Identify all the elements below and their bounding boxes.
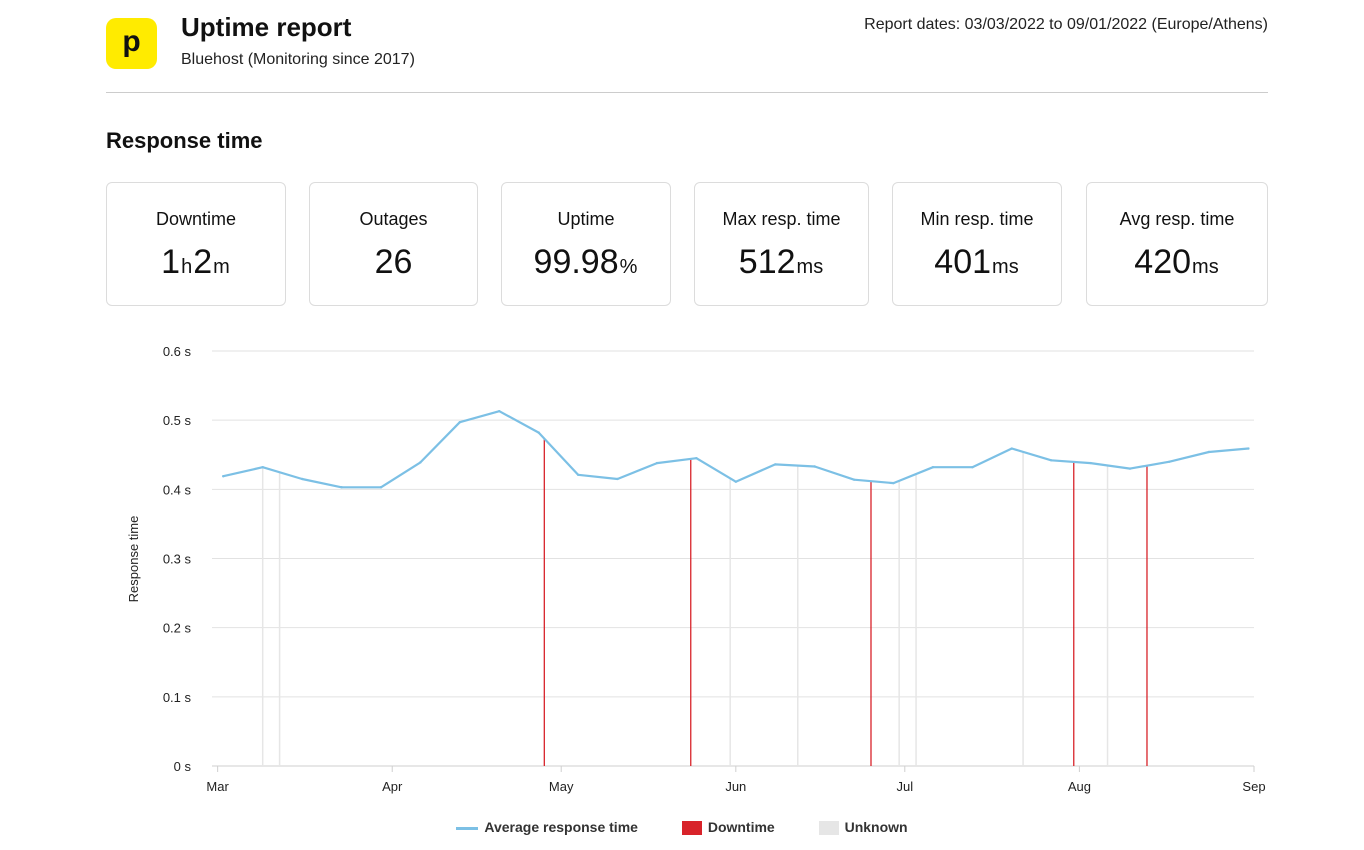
report-title: Uptime report	[181, 12, 352, 42]
logo-glyph: p	[122, 25, 141, 58]
stat-unit: ms	[796, 256, 824, 278]
stat-label: Uptime	[557, 209, 615, 229]
y-tick-label: 0.1 s	[163, 690, 192, 705]
legend-label: Downtime	[707, 819, 775, 836]
stat-label: Max resp. time	[722, 209, 841, 229]
y-axis-label: Response time	[126, 516, 141, 603]
legend-swatch-unknown	[818, 821, 839, 836]
y-tick-label: 0 s	[174, 759, 192, 774]
stat-number: 26	[374, 243, 413, 281]
stat-value: 26	[310, 243, 477, 282]
data-point	[1168, 460, 1171, 463]
series-layer	[222, 409, 1250, 489]
stat-card-outages: Outages 26	[309, 182, 478, 306]
response-time-chart: 0 s 0.1 s 0.2 s 0.3 s 0.4 s 0.5 s 0.6 s Mar Apr M…	[126, 344, 1266, 794]
stat-unit: ms	[992, 256, 1019, 278]
header-divider	[106, 92, 1268, 93]
stat-number: 99.98	[533, 243, 619, 281]
data-point	[458, 421, 462, 424]
y-tick-label: 0.2 s	[163, 621, 192, 636]
report-subtitle: Bluehost (Monitoring since 2017)	[181, 51, 415, 68]
data-point	[931, 466, 935, 469]
data-point	[695, 457, 698, 460]
x-tick-label: May	[549, 779, 574, 794]
legend-item-unknown[interactable]: Unknown	[818, 819, 908, 836]
data-point	[300, 477, 304, 481]
data-point	[261, 466, 264, 469]
data-point	[1247, 447, 1250, 450]
stat-unit: h	[181, 256, 193, 278]
legend-item-downtime[interactable]: Downtime	[681, 819, 775, 836]
stat-card-avg-resp: Avg resp. time 420ms	[1086, 182, 1268, 306]
y-tick-label: 0.4 s	[163, 482, 192, 497]
unknown-markers	[261, 451, 1109, 766]
y-tick-label: 0.3 s	[163, 552, 192, 567]
x-tick-label: Apr	[382, 779, 403, 794]
section-title: Response time	[106, 128, 263, 153]
stat-number: 1	[161, 243, 181, 281]
x-tick-label: Jun	[725, 779, 746, 794]
data-point	[1050, 459, 1053, 462]
chart-legend: Average response time Downtime Unknown	[0, 818, 1364, 836]
data-point	[576, 473, 580, 477]
data-point	[616, 477, 619, 481]
data-point	[1089, 461, 1092, 465]
downtime-markers	[543, 438, 1148, 766]
data-point	[734, 480, 738, 483]
data-point	[1128, 467, 1132, 470]
data-point	[813, 465, 816, 468]
stat-number: 2	[193, 243, 213, 281]
x-tick-label: Mar	[206, 779, 229, 794]
stat-number: 420	[1134, 243, 1192, 281]
stat-unit: m	[213, 256, 230, 278]
average-response-line	[222, 410, 1250, 489]
stat-card-downtime: Downtime 1h2m	[106, 182, 286, 306]
axis-layer: 0 s 0.1 s 0.2 s 0.3 s 0.4 s 0.5 s 0.6 s Mar Apr M…	[163, 344, 1266, 794]
stat-label: Outages	[359, 209, 428, 229]
legend-swatch-line	[456, 827, 479, 831]
data-point	[1207, 450, 1211, 454]
data-point	[852, 478, 856, 481]
stat-number: 401	[934, 243, 992, 281]
legend-label: Unknown	[844, 819, 908, 836]
data-point	[419, 461, 422, 464]
data-point	[655, 461, 659, 465]
stat-label: Avg resp. time	[1119, 209, 1235, 229]
stat-value: 1h2m	[107, 243, 285, 282]
stat-label: Min resp. time	[920, 209, 1034, 229]
data-point	[1010, 447, 1014, 450]
stat-value: 512ms	[695, 243, 868, 282]
data-point	[340, 486, 343, 489]
data-point	[537, 431, 540, 434]
y-tick-label: 0.5 s	[163, 413, 192, 428]
data-point	[498, 409, 501, 413]
x-tick-label: Jul	[896, 779, 913, 794]
stat-label: Downtime	[155, 209, 237, 229]
grid-layer	[212, 350, 1254, 767]
y-tick-label: 0.6 s	[163, 344, 192, 359]
stat-number: 512	[738, 243, 796, 281]
stat-value: 420ms	[1087, 243, 1267, 282]
stat-unit: %	[619, 256, 638, 278]
stat-value: 401ms	[893, 243, 1061, 282]
stat-card-max-resp: Max resp. time 512ms	[694, 182, 869, 306]
stat-value: 99.98%	[502, 243, 670, 282]
legend-swatch-downtime	[681, 821, 702, 836]
x-tick-label: Sep	[1242, 779, 1265, 794]
stats-row: Downtime 1h2m Outages 26 Uptime 99.98% M…	[106, 182, 1268, 308]
report-dates: Report dates: 03/03/2022 to 09/01/2022 (…	[864, 16, 1268, 33]
legend-label: Average response time	[484, 819, 638, 836]
logo: p	[106, 18, 157, 69]
data-point	[892, 481, 895, 485]
data-point	[774, 463, 777, 466]
stat-unit: ms	[1192, 256, 1219, 278]
data-point	[971, 466, 974, 469]
x-tick-label: Aug	[1068, 779, 1091, 794]
data-point	[222, 474, 225, 478]
stat-card-min-resp: Min resp. time 401ms	[892, 182, 1062, 306]
data-point	[379, 486, 383, 489]
legend-item-average[interactable]: Average response time	[456, 819, 638, 835]
stat-card-uptime: Uptime 99.98%	[501, 182, 671, 306]
